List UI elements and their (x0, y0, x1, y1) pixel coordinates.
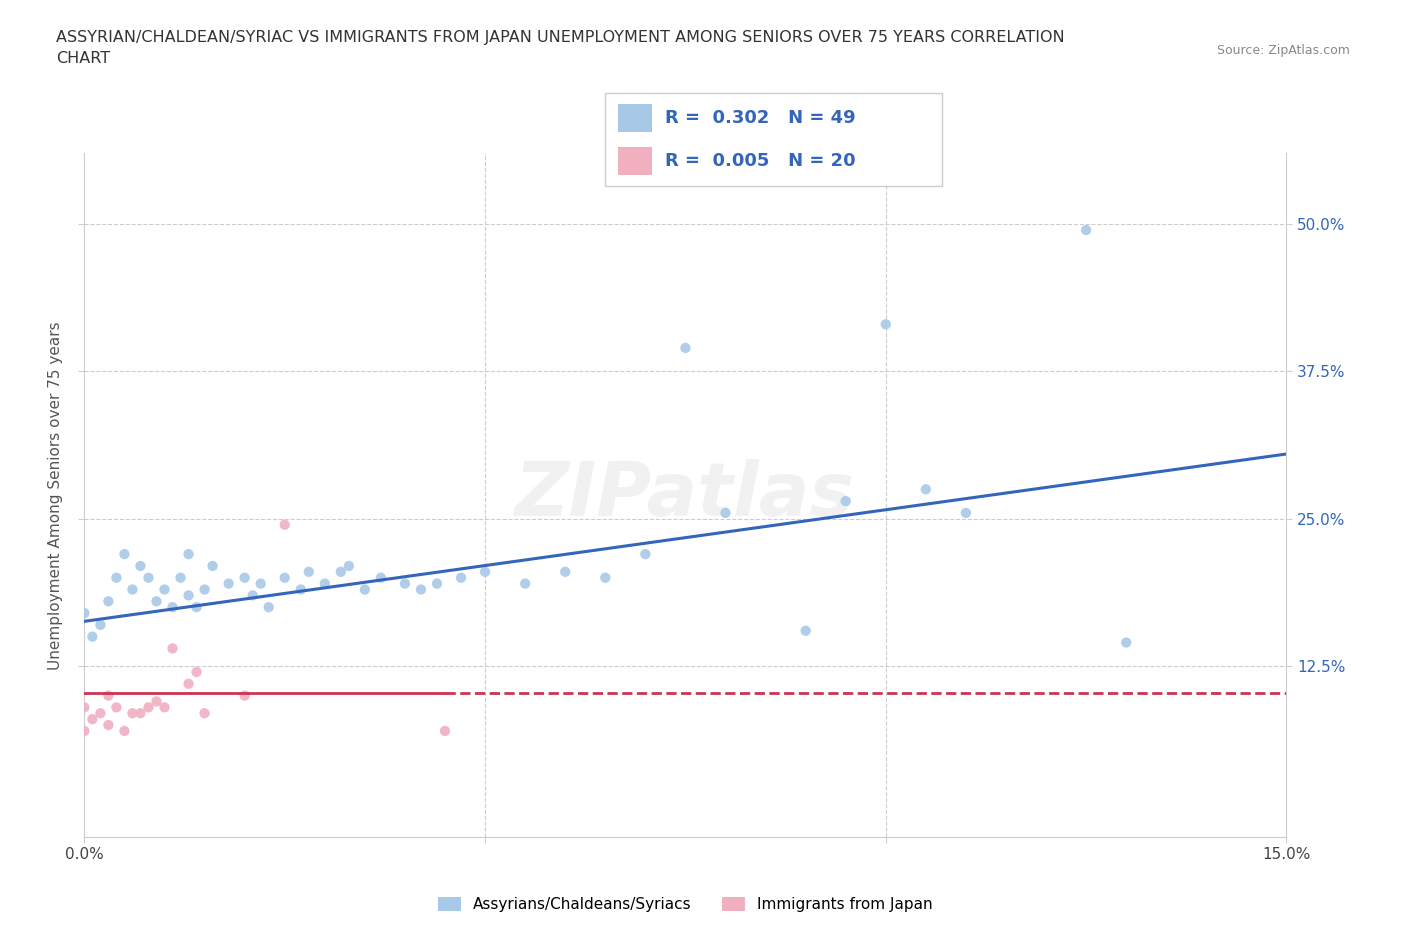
Point (233, 570, 256, 585)
Y-axis label: Unemployment Among Seniors over 75 years: Unemployment Among Seniors over 75 years (48, 321, 63, 670)
Point (114, 724, 135, 738)
Point (186, 665, 208, 680)
Point (354, 582, 377, 597)
Point (177, 547, 200, 562)
Point (89, 618, 111, 632)
Point (290, 582, 312, 597)
Point (794, 623, 817, 638)
Point (129, 559, 152, 574)
Point (89, 706, 111, 721)
Point (153, 582, 176, 597)
Point (675, 340, 697, 355)
Point (242, 588, 264, 603)
Point (138, 570, 160, 585)
Text: ASSYRIAN/CHALDEAN/SYRIAC VS IMMIGRANTS FROM JAPAN UNEMPLOYMENT AMONG SENIORS OVE: ASSYRIAN/CHALDEAN/SYRIAC VS IMMIGRANTS F… (56, 30, 1064, 45)
Point (257, 600, 280, 615)
Bar (619, 104, 652, 132)
Point (218, 577, 240, 591)
Point (337, 559, 360, 574)
Point (394, 577, 416, 591)
Point (329, 565, 352, 579)
Text: CHART: CHART (56, 51, 110, 66)
Point (105, 700, 128, 715)
Point (426, 577, 449, 591)
Point (201, 559, 224, 574)
Point (194, 706, 217, 721)
Point (274, 517, 297, 532)
Legend: Assyrians/Chaldeans/Syriacs, Immigrants from Japan: Assyrians/Chaldeans/Syriacs, Immigrants … (432, 891, 939, 918)
Point (162, 641, 184, 656)
Point (177, 676, 200, 691)
Point (145, 694, 167, 709)
Point (634, 547, 657, 562)
Text: Source: ZipAtlas.com: Source: ZipAtlas.com (1216, 44, 1350, 57)
Point (955, 506, 977, 521)
Point (233, 688, 256, 703)
Point (515, 577, 537, 591)
Text: R =  0.005   N = 20: R = 0.005 N = 20 (665, 152, 856, 170)
Point (145, 594, 167, 609)
Point (177, 588, 200, 603)
Point (129, 706, 152, 721)
Point (875, 317, 897, 332)
FancyBboxPatch shape (605, 93, 942, 186)
Point (474, 565, 496, 579)
Point (121, 582, 143, 597)
Point (153, 700, 176, 715)
Point (162, 600, 184, 615)
Point (835, 494, 858, 509)
Point (1115, 635, 1137, 650)
Point (114, 547, 135, 562)
Point (121, 706, 143, 721)
Point (82, 630, 104, 644)
Point (169, 570, 191, 585)
Point (194, 582, 217, 597)
Point (97, 718, 120, 733)
Point (105, 570, 128, 585)
Point (274, 570, 297, 585)
Point (434, 724, 457, 738)
Point (595, 570, 617, 585)
Point (915, 482, 938, 497)
Point (409, 582, 432, 597)
Point (450, 570, 472, 585)
Point (298, 565, 321, 579)
Text: R =  0.302   N = 49: R = 0.302 N = 49 (665, 109, 856, 127)
Point (73, 700, 96, 715)
Point (370, 570, 392, 585)
Point (714, 506, 737, 521)
Text: ZIPatlas: ZIPatlas (516, 458, 855, 532)
Point (1076, 222, 1098, 237)
Point (249, 577, 271, 591)
Point (97, 594, 120, 609)
Point (314, 577, 336, 591)
Point (138, 700, 160, 715)
Point (73, 605, 96, 620)
Bar (619, 147, 652, 175)
Point (73, 724, 96, 738)
Point (82, 711, 104, 726)
Point (554, 565, 576, 579)
Point (97, 688, 120, 703)
Point (186, 600, 208, 615)
